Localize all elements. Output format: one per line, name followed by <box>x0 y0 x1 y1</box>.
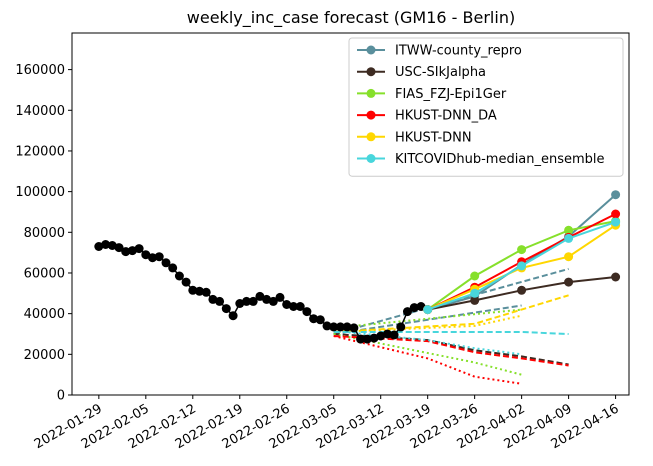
y-tick-label: 120000 <box>15 144 65 159</box>
truth-point <box>282 300 292 309</box>
truth-point <box>349 323 359 333</box>
truth-point <box>181 277 191 287</box>
legend: ITWW-county_repro USC-SIkJalpha FIAS_FZJ-E… <box>348 37 624 177</box>
series-point-1 <box>564 277 574 287</box>
truth-point <box>215 296 225 306</box>
truth-point <box>396 322 406 332</box>
legend-label: KITCOVIDhub-median_ensemble <box>395 152 605 167</box>
interval-line-4-0 <box>333 294 569 333</box>
legend-label: ITWW-county_repro <box>395 44 522 59</box>
truth-point <box>329 322 339 332</box>
interval-line-2-0 <box>333 333 522 376</box>
series-point-5 <box>564 233 574 243</box>
legend-swatch-marker <box>366 88 376 98</box>
legend-label: HKUST-DNN_DA <box>395 109 497 124</box>
truth-point <box>302 307 312 317</box>
series-point-5 <box>423 305 433 315</box>
truth-point <box>309 314 319 324</box>
series-point-5 <box>517 261 527 271</box>
truth-point <box>242 296 251 306</box>
y-tick-label: 0 <box>57 389 65 404</box>
series-point-5 <box>611 217 621 227</box>
truth-point <box>114 243 124 253</box>
y-tick-label: 60000 <box>24 266 65 281</box>
legend-box <box>348 37 624 177</box>
truth-point <box>409 303 419 313</box>
truth-point <box>356 334 366 344</box>
interval-line-3-1 <box>333 335 522 385</box>
truth-point <box>322 321 332 331</box>
truth-point <box>362 334 372 344</box>
series-point-1 <box>611 272 621 282</box>
series-point-5 <box>470 288 480 298</box>
truth-point <box>221 304 231 314</box>
y-tick-label: 20000 <box>24 348 65 363</box>
truth-point <box>268 296 278 306</box>
truth-point <box>154 252 164 262</box>
series-point-4 <box>564 252 574 262</box>
truth-point <box>195 286 204 296</box>
legend-swatch-marker <box>366 154 376 163</box>
truth-point <box>201 287 211 297</box>
series-point-1 <box>470 295 480 305</box>
truth-point <box>295 302 305 311</box>
truth-point <box>141 250 151 260</box>
legend-swatch-marker <box>366 110 376 120</box>
truth-point <box>134 244 144 254</box>
truth-point <box>148 253 157 263</box>
y-tick-label: 80000 <box>24 226 65 241</box>
truth-point <box>403 307 412 317</box>
truth-point <box>335 322 345 332</box>
series-point-0 <box>611 190 621 200</box>
legend-swatch-marker <box>366 132 376 142</box>
legend-label: FIAS_FZJ-Epi1Ger <box>395 87 507 102</box>
truth-point <box>228 311 238 321</box>
plot-area <box>94 190 621 385</box>
series-point-2 <box>564 225 574 235</box>
interval-line-2-1 <box>333 308 522 329</box>
truth-point <box>168 263 178 273</box>
truth-point <box>315 315 325 325</box>
truth-point <box>248 296 258 306</box>
series-point-2 <box>517 245 527 255</box>
truth-point <box>289 302 298 311</box>
truth-point <box>188 285 198 295</box>
truth-point <box>275 292 285 302</box>
legend-swatch-marker <box>366 45 376 55</box>
y-tick-label: 100000 <box>15 185 65 200</box>
truth-point <box>101 240 111 249</box>
y-tick-label: 160000 <box>15 63 65 78</box>
truth-point <box>342 322 352 332</box>
truth-point <box>161 258 171 268</box>
y-tick-label: 140000 <box>15 104 65 119</box>
truth-point <box>174 271 184 281</box>
truth-point <box>382 329 392 339</box>
chart-title: weekly_inc_case forecast (GM16 - Berlin) <box>187 8 515 28</box>
truth-point <box>255 291 265 301</box>
interval-line-4-1 <box>333 314 522 333</box>
series-point-1 <box>517 285 527 295</box>
plot-frame <box>71 32 630 396</box>
legend-label: USC-SIkJalpha <box>395 65 486 80</box>
legend-swatch-marker <box>366 67 376 77</box>
series-point-2 <box>470 271 480 281</box>
truth-point <box>121 247 131 257</box>
interval-line-5-1 <box>333 329 522 356</box>
series-point-3 <box>611 209 621 219</box>
y-tick-label: 40000 <box>24 307 65 322</box>
legend-label: HKUST-DNN <box>395 130 472 145</box>
truth-point <box>416 302 426 311</box>
truth-point <box>389 330 399 340</box>
truth-point <box>94 242 104 251</box>
